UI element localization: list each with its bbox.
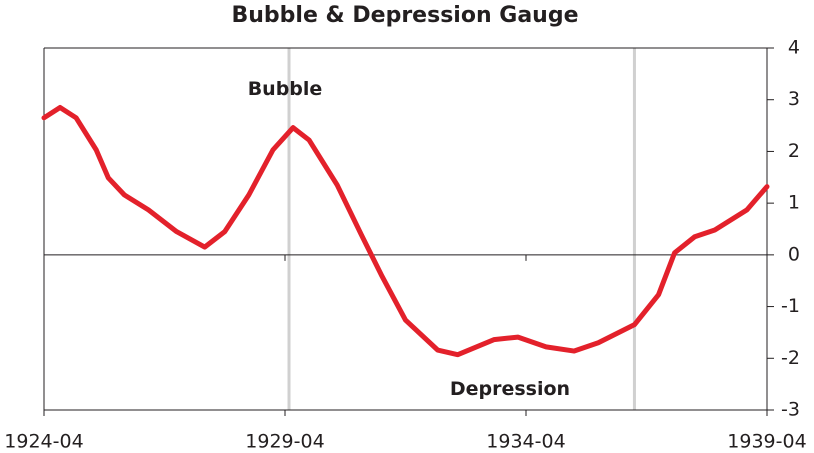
- x-tick-label: 1924-04: [4, 431, 83, 453]
- y-tick-label: -2: [781, 347, 800, 369]
- annotation: Depression: [450, 378, 570, 400]
- x-tick-label: 1934-04: [486, 431, 565, 453]
- y-tick-label: -3: [781, 399, 800, 421]
- chart-title: Bubble & Depression Gauge: [232, 3, 579, 28]
- y-tick-label: 4: [788, 37, 800, 59]
- line: [41, 104, 770, 358]
- y-tick-label: -1: [781, 295, 800, 317]
- y-tick-label: 3: [788, 88, 800, 110]
- y-tick-label: 1: [788, 192, 800, 214]
- x-tick-label: 1929-04: [245, 431, 324, 453]
- y-tick-label: 0: [788, 243, 800, 265]
- annotation: Bubble: [248, 78, 323, 100]
- x-tick-label: 1939-04: [727, 431, 806, 453]
- y-tick-label: 2: [788, 140, 800, 162]
